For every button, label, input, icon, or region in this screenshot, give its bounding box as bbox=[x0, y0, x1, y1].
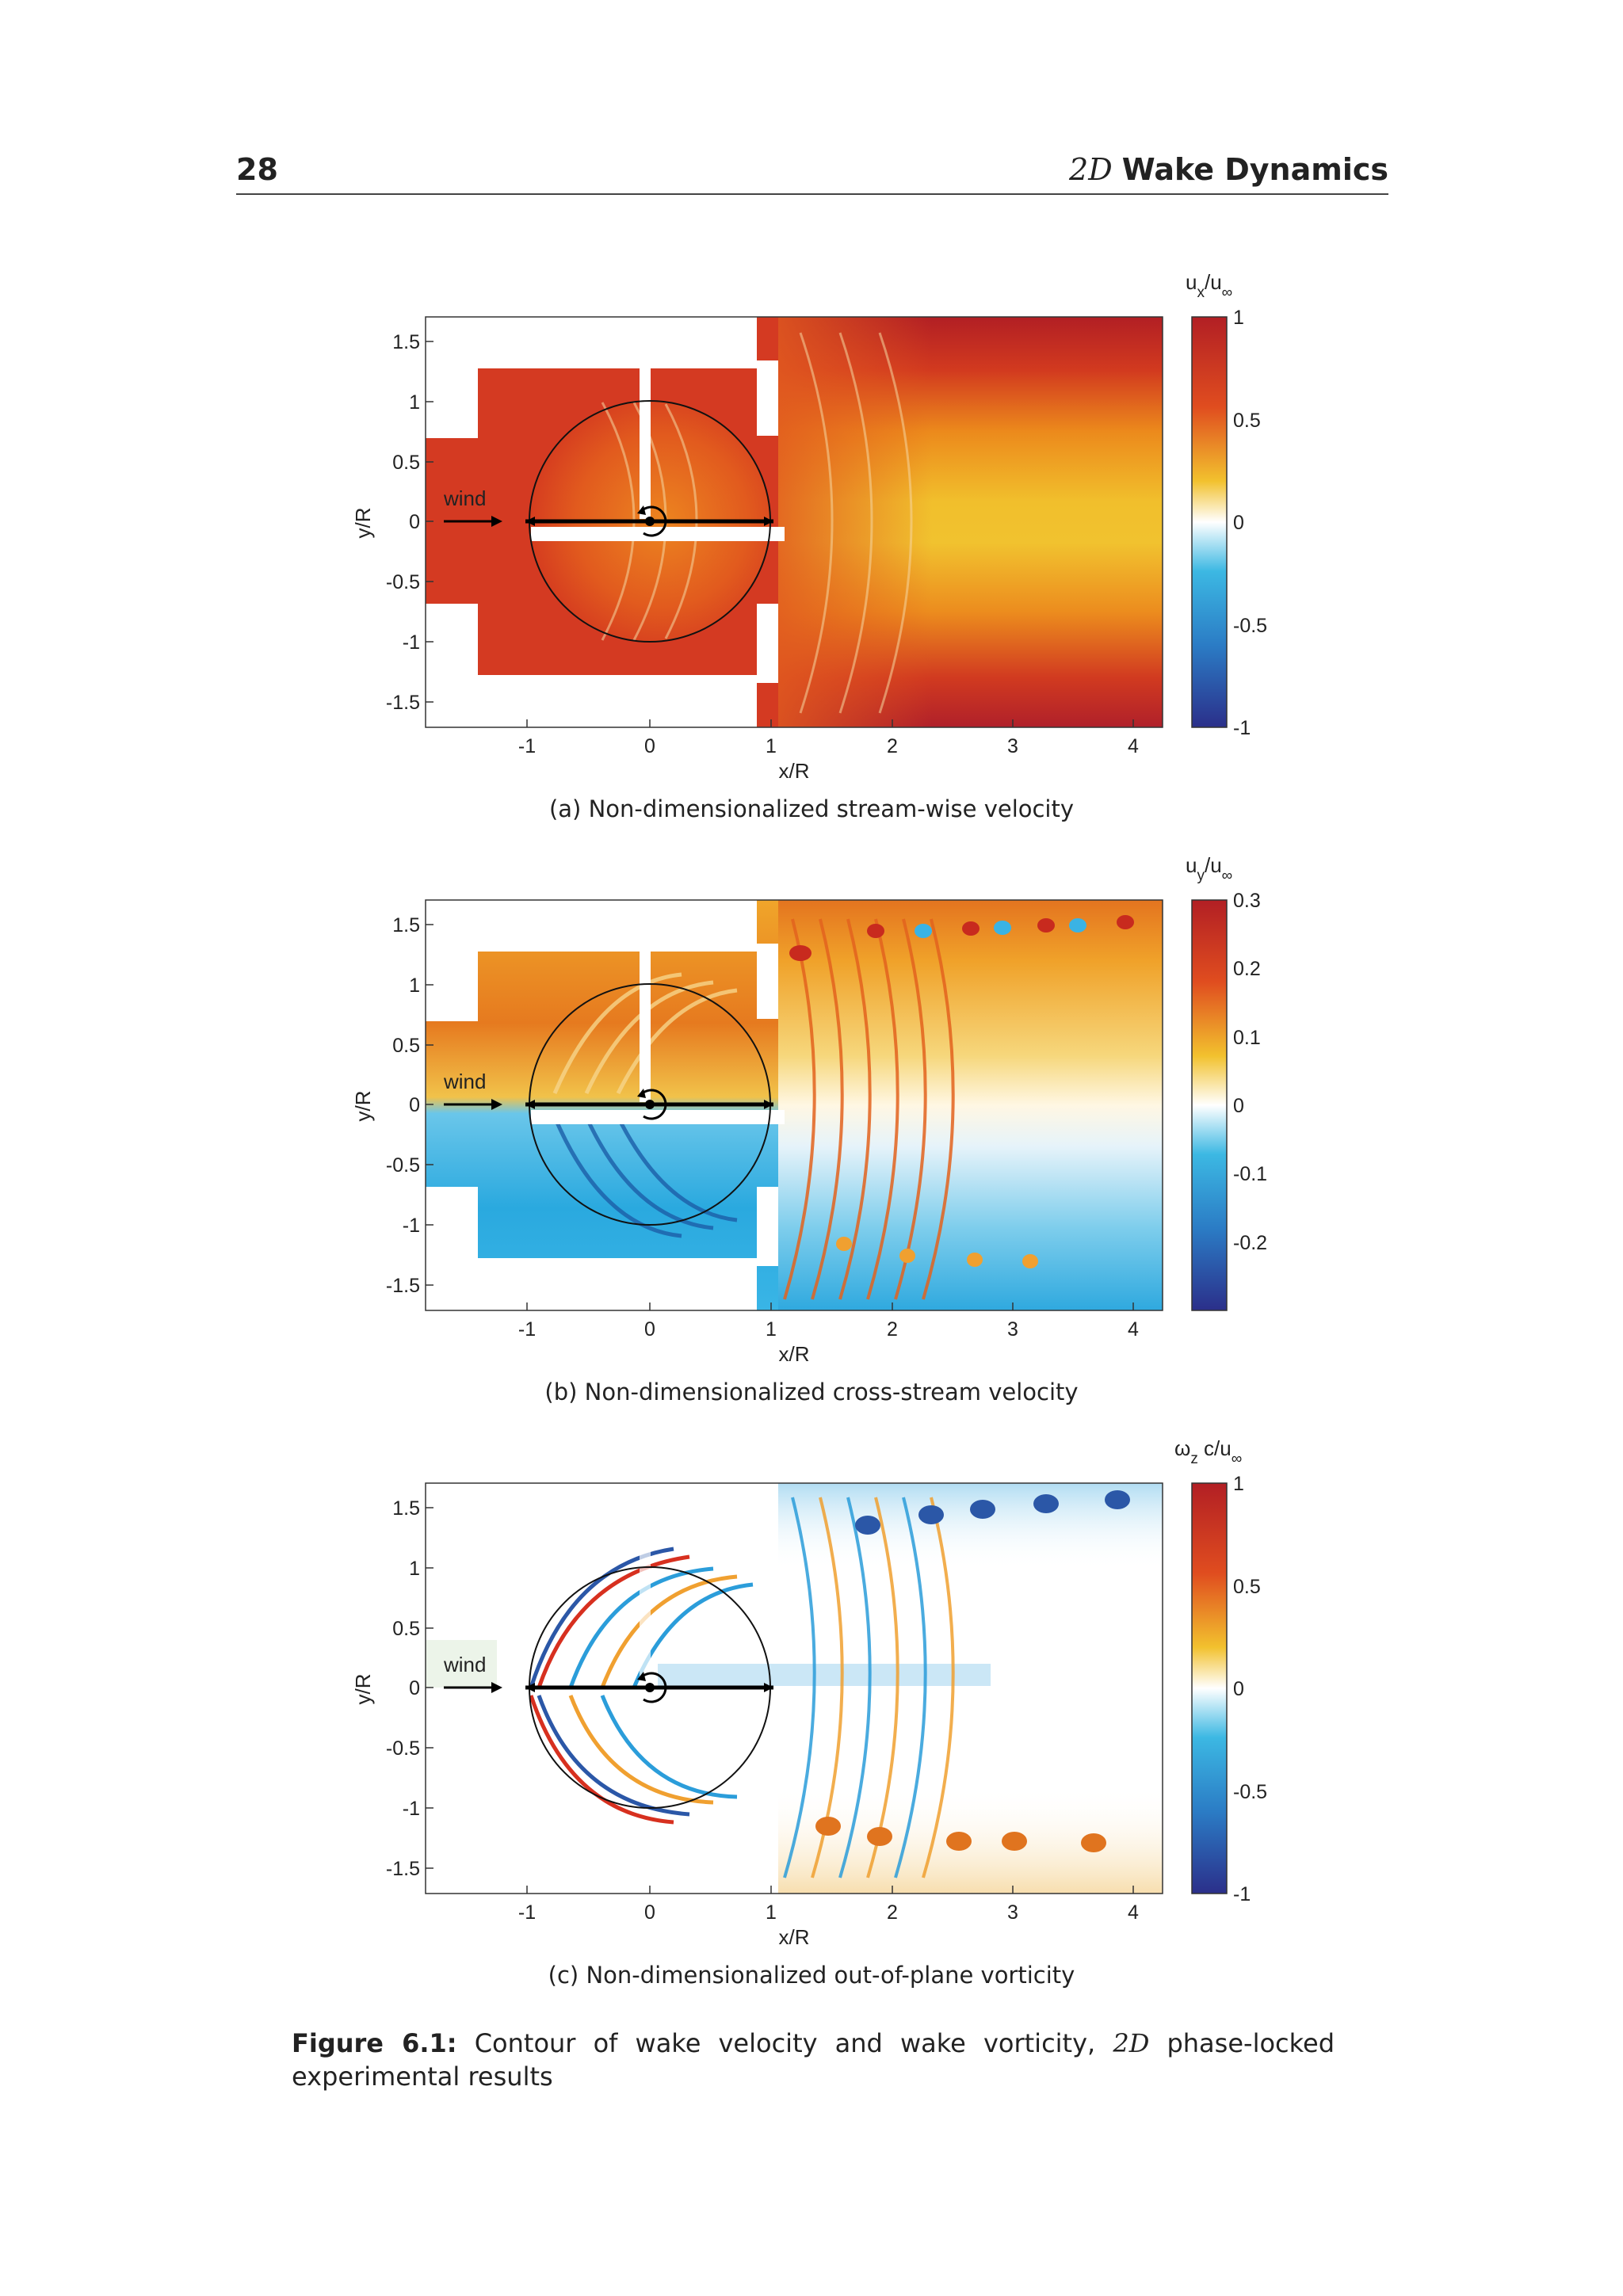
panel-a-ytick-4: -0.5 bbox=[386, 571, 420, 593]
panel-c-xtick-5: 4 bbox=[1128, 1901, 1139, 1924]
panel-c-ytick-0: 1.5 bbox=[392, 1497, 420, 1520]
panel-a-cbar-tick-0: 1 bbox=[1233, 307, 1244, 329]
panel-b-ytick-5: -1 bbox=[403, 1215, 420, 1237]
panel-b-cbar-tick-4: -0.1 bbox=[1233, 1163, 1267, 1185]
panel-a-cbar-tick-3: -0.5 bbox=[1233, 615, 1267, 637]
panel-a-colorbar bbox=[1191, 316, 1228, 728]
panel-c-xlabel: x/R bbox=[779, 1925, 810, 1949]
panel-c-contour bbox=[426, 1483, 1163, 1894]
panel-c-xtick-3: 2 bbox=[887, 1901, 898, 1924]
panel-a-xtick-1: 0 bbox=[644, 735, 655, 757]
panel-b-colorbar-label: uy/u∞ bbox=[1186, 853, 1232, 884]
figure-caption-label: Figure 6.1: bbox=[292, 2028, 457, 2058]
panel-c-xtick-4: 3 bbox=[1007, 1901, 1018, 1924]
panel-c-xtick-2: 1 bbox=[766, 1901, 777, 1924]
panel-c-colorbar-label: ωz c/u∞ bbox=[1174, 1436, 1242, 1467]
panel-c-colorbar bbox=[1191, 1482, 1228, 1894]
running-title-math: 2D bbox=[1069, 152, 1113, 187]
panel-a-blade-mask bbox=[640, 360, 651, 519]
panel-b-xtick-4: 3 bbox=[1007, 1318, 1018, 1341]
panel-a-cbar-tick-2: 0 bbox=[1233, 512, 1244, 534]
panel-a-cbar-tick-1: 0.5 bbox=[1233, 410, 1261, 432]
page-number: 28 bbox=[236, 152, 278, 187]
panel-c-frame bbox=[425, 1482, 1163, 1894]
panel-a-ytick-1: 1 bbox=[409, 391, 420, 414]
panel-b-cbar-tick-5: -0.2 bbox=[1233, 1232, 1267, 1254]
panel-b-xtick-0: -1 bbox=[518, 1318, 536, 1341]
panel-a-frame bbox=[425, 316, 1163, 728]
panel-a-xtick-0: -1 bbox=[518, 735, 536, 757]
panel-a-ytick-6: -1.5 bbox=[386, 692, 420, 714]
panel-b-cbar-tick-2: 0.1 bbox=[1233, 1027, 1261, 1049]
panel-a-ytick-2: 0.5 bbox=[392, 452, 420, 474]
panel-b-ytick-3: 0 bbox=[409, 1094, 420, 1116]
panel-a-ytick-0: 1.5 bbox=[392, 331, 420, 353]
figure-caption-text-2: phase-locked experimental results bbox=[292, 2028, 1335, 2092]
panel-a-contour bbox=[426, 317, 1163, 727]
panel-c-ytick-6: -1.5 bbox=[386, 1858, 420, 1880]
panel-a-x-ticks bbox=[526, 719, 1134, 727]
panel-a-ytick-3: 0 bbox=[409, 511, 420, 533]
panel-a-ytick-5: -1 bbox=[403, 631, 420, 654]
panel-c-ytick-1: 1 bbox=[409, 1558, 420, 1580]
header-rule bbox=[236, 193, 1388, 195]
panel-c-xtick-1: 0 bbox=[644, 1901, 655, 1924]
panel-c-cbar-tick-1: 0.5 bbox=[1233, 1576, 1261, 1598]
panel-c-ytick-2: 0.5 bbox=[392, 1618, 420, 1640]
panel-c-xtick-0: -1 bbox=[518, 1901, 536, 1924]
panel-b-xtick-3: 2 bbox=[887, 1318, 898, 1341]
panel-a-xtick-5: 4 bbox=[1128, 735, 1139, 757]
panel-b-ytick-6: -1.5 bbox=[386, 1275, 420, 1297]
panel-b-ytick-4: -0.5 bbox=[386, 1154, 420, 1177]
panel-c-ytick-4: -0.5 bbox=[386, 1737, 420, 1760]
panel-b-xtick-2: 1 bbox=[766, 1318, 777, 1341]
panel-c-ylabel: y/R bbox=[351, 1674, 375, 1705]
panel-b-wind-label: wind bbox=[443, 1070, 486, 1093]
panel-c-rotation-arrow bbox=[643, 1672, 667, 1703]
panel-a-ylabel: y/R bbox=[351, 508, 375, 539]
panel-b-cbar-tick-0: 0.3 bbox=[1233, 890, 1261, 912]
panel-b-cbar-tick-3: 0 bbox=[1233, 1095, 1244, 1117]
panel-a-xtick-2: 1 bbox=[766, 735, 777, 757]
panel-a-rotation-arrow bbox=[643, 505, 667, 537]
panel-c-cbar-tick-2: 0 bbox=[1233, 1678, 1244, 1700]
panel-a-xtick-3: 2 bbox=[887, 735, 898, 757]
panel-b-subcaption: (b) Non-dimensionalized cross-stream vel… bbox=[544, 1379, 1079, 1405]
figure-caption-text-1: Contour of wake velocity and wake vortic… bbox=[456, 2028, 1113, 2058]
panel-a-subcaption: (a) Non-dimensionalized stream-wise velo… bbox=[548, 795, 1075, 822]
panel-a-wind-label: wind bbox=[443, 486, 486, 510]
panel-c-cbar-tick-3: -0.5 bbox=[1233, 1781, 1267, 1803]
panel-b-ytick-1: 1 bbox=[409, 974, 420, 997]
panel-a-colorbar-label: ux/u∞ bbox=[1186, 270, 1232, 301]
panel-b-xtick-5: 4 bbox=[1128, 1318, 1139, 1341]
panel-a-xtick-4: 3 bbox=[1007, 735, 1018, 757]
page-header: 28 2D Wake Dynamics bbox=[236, 152, 1388, 192]
running-title: 2D Wake Dynamics bbox=[1069, 152, 1388, 187]
running-title-text: Wake Dynamics bbox=[1121, 152, 1388, 187]
panel-b-ylabel: y/R bbox=[351, 1091, 375, 1122]
panel-b-rotation-arrow bbox=[643, 1089, 667, 1120]
panel-b-xlabel: x/R bbox=[779, 1342, 810, 1366]
panel-b-ytick-0: 1.5 bbox=[392, 914, 420, 936]
panel-b-colorbar bbox=[1191, 899, 1228, 1311]
panel-a-cbar-tick-4: -1 bbox=[1233, 717, 1251, 739]
panel-c-ytick-5: -1 bbox=[403, 1798, 420, 1820]
panel-b-xtick-1: 0 bbox=[644, 1318, 655, 1341]
panel-a-xlabel: x/R bbox=[779, 759, 810, 783]
figure-caption-math: 2D bbox=[1113, 2028, 1150, 2058]
panel-c-ytick-3: 0 bbox=[409, 1677, 420, 1699]
panel-c-cbar-tick-0: 1 bbox=[1233, 1473, 1244, 1495]
panel-c-cbar-tick-4: -1 bbox=[1233, 1883, 1251, 1905]
panel-b-ytick-2: 0.5 bbox=[392, 1035, 420, 1057]
panel-c-upper-shear-layer bbox=[778, 1483, 1163, 1570]
panel-c-wind-label: wind bbox=[443, 1653, 486, 1676]
panel-b-cbar-tick-1: 0.2 bbox=[1233, 958, 1261, 980]
panel-c-subcaption: (c) Non-dimensionalized out-of-plane vor… bbox=[548, 1962, 1075, 1989]
figure-caption: Figure 6.1: Contour of wake velocity and… bbox=[292, 2027, 1335, 2093]
panel-b-frame bbox=[425, 899, 1163, 1311]
